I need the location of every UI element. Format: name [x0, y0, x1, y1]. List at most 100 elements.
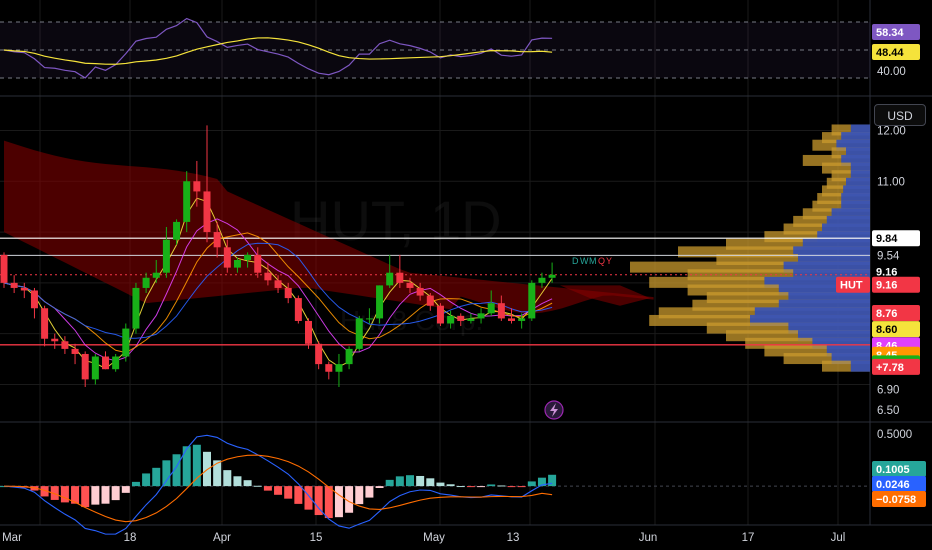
price-axis-label: 11.00	[877, 176, 905, 188]
price-value-tag: 9.84	[872, 230, 920, 247]
signal-line	[3, 454, 553, 523]
time-axis-label: 17	[742, 532, 755, 544]
macd-histogram-bar	[304, 486, 313, 510]
macd-histogram-bar	[406, 475, 414, 487]
candle-body	[142, 277, 150, 288]
candle	[264, 262, 272, 286]
time-axis: Mar 18 Apr 15 May 13 Jun 17 Jul	[2, 532, 845, 544]
rsi-value-tag: 58.34	[872, 24, 920, 40]
candle	[355, 315, 363, 352]
price-value-tag: 8.76	[872, 305, 920, 322]
symbol-price-tag: HUT	[836, 276, 870, 293]
price-value-tag-text: 8.60	[876, 324, 897, 336]
candle	[345, 346, 353, 370]
candle	[91, 353, 99, 385]
candle-body	[0, 254, 8, 283]
volume-profile-row	[630, 261, 870, 273]
candle-body	[193, 181, 201, 192]
macd-histogram-bar	[324, 486, 333, 519]
macd-histogram-bar	[243, 480, 252, 487]
candle-body	[548, 274, 556, 278]
candle-body	[122, 328, 130, 357]
dwm-m: M	[589, 256, 597, 266]
macd-histogram-bar	[213, 460, 222, 487]
dwm-w: W	[580, 256, 589, 266]
volume-profile-row-buy	[812, 337, 870, 349]
price-value-tag: 8.60	[872, 321, 920, 338]
candle	[30, 287, 38, 319]
candle	[518, 313, 526, 329]
time-axis-label: Jun	[639, 532, 658, 544]
volume-profile-row-buy	[841, 200, 870, 212]
candle-body	[264, 272, 272, 281]
candle	[233, 257, 241, 273]
candle	[528, 280, 536, 321]
candle-body	[102, 356, 109, 370]
macd-histogram-bar	[71, 486, 80, 504]
volume-profile-row-buy	[836, 139, 870, 151]
macd-histogram-bar	[436, 482, 445, 487]
volume-profile-row-buy	[850, 162, 870, 174]
volume-profile-row-buy	[850, 360, 870, 372]
candle-body	[274, 280, 282, 288]
candle	[142, 272, 150, 294]
alert-lightning-icon[interactable]	[544, 400, 564, 420]
dwm-q: Q	[598, 256, 605, 266]
volume-profile-row-buy	[798, 254, 870, 265]
time-axis-label: Jul	[831, 532, 846, 544]
macd-histogram-bar	[50, 486, 59, 500]
volume-profile-row	[764, 345, 870, 357]
candle-body	[41, 308, 49, 339]
candle	[487, 290, 495, 316]
candle	[365, 308, 373, 324]
macd-hist-tag-bg	[872, 461, 926, 477]
macd-histogram-bar	[111, 486, 120, 501]
macd-histogram-bar	[172, 454, 181, 487]
candle	[203, 125, 211, 243]
candle-body	[112, 356, 120, 370]
price-value-tag-bg	[872, 358, 920, 375]
candle-body	[355, 318, 363, 349]
time-axis-label: May	[423, 532, 445, 544]
price-axis-label: 9.54	[877, 250, 900, 262]
macd-histogram-bar	[446, 484, 455, 487]
candle	[244, 252, 252, 268]
candle-body	[436, 305, 444, 324]
candle	[305, 318, 312, 349]
macd-histogram-bar	[385, 479, 394, 487]
candle-body	[345, 348, 353, 365]
macd-histogram-bar	[466, 486, 475, 488]
macd-histogram-bar	[355, 486, 364, 505]
currency-button[interactable]: USD	[874, 104, 926, 126]
volume-profile-row-buy	[802, 238, 870, 250]
candlesticks[interactable]	[0, 125, 556, 387]
macd-histogram-bar	[497, 485, 506, 487]
macd-histogram-bar	[101, 486, 110, 504]
candle	[436, 303, 444, 327]
candle-body	[61, 341, 69, 349]
macd-histogram-bar	[426, 478, 435, 487]
candle	[274, 275, 282, 294]
candle	[386, 254, 394, 288]
macd-histogram-bar	[345, 486, 354, 513]
macd-histogram-bar	[456, 486, 465, 488]
moving-average-line	[3, 218, 553, 362]
rsi-panel	[0, 17, 870, 79]
candle	[152, 260, 160, 283]
candle	[102, 351, 109, 370]
macd-hist-tag: 0.1005	[872, 461, 926, 477]
price-value-tag-bg	[872, 230, 920, 247]
dwmqy-indicator: D W M Q Y	[572, 256, 612, 266]
volume-profile-row	[822, 162, 870, 174]
candle-body	[477, 313, 485, 319]
macd-histogram-bar	[253, 485, 262, 487]
time-axis-label: 18	[124, 532, 137, 544]
candle-body	[528, 282, 536, 319]
volume-profile-row-buy	[822, 223, 870, 235]
candle	[538, 272, 546, 288]
volume-profile-row-buy	[841, 154, 870, 166]
candle-body	[284, 287, 292, 299]
macd-histogram-bar	[274, 486, 283, 495]
macd-histogram-bar	[182, 446, 191, 487]
